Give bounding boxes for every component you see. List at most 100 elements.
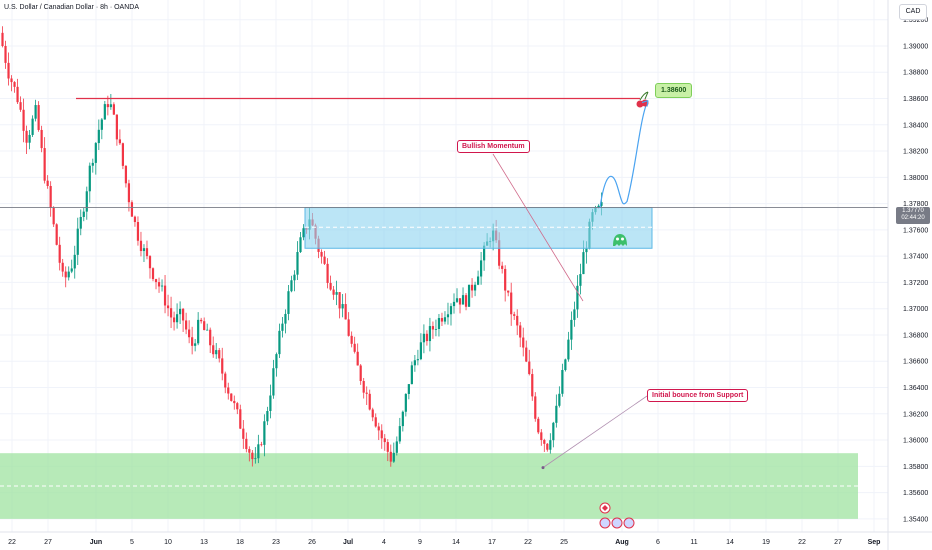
candle-body [67,271,70,278]
support-bounce-label[interactable]: Initial bounce from Support [647,389,749,402]
candle [425,330,429,346]
resistance-zone [304,207,653,249]
candle-body [227,387,230,394]
candle-body [326,263,329,283]
candle-body [549,440,552,450]
candle [377,422,380,441]
candle [561,363,564,397]
candle-body [82,211,85,217]
candle [278,323,281,359]
candle [215,342,218,359]
time-tick-label: 13 [200,539,208,546]
candle [28,129,31,150]
time-tick-label: Jul [343,539,353,546]
candle-body [341,304,344,309]
candle-body [215,350,218,355]
time-tick-label: Jun [90,539,102,546]
candle-body [169,308,173,318]
candle-body [136,222,140,241]
candle [73,245,76,279]
candle-body [10,78,13,83]
price-tick-label: 1.37000 [903,306,928,313]
price-tick-label: 1.35400 [903,516,928,523]
time-tick-label: 19 [762,539,770,546]
candle [191,326,194,355]
candle-body [151,268,155,280]
candle-body [513,314,516,316]
candle-body [157,282,161,287]
time-tick-label: 10 [164,539,172,546]
candle-body [254,458,257,460]
candle [230,393,233,402]
candle [576,275,579,318]
candle-body [166,305,170,309]
candle [302,224,305,241]
candle [172,311,176,331]
candle-body [573,309,576,320]
candle-body [570,319,573,340]
candle-body [100,119,103,130]
candle [142,244,146,263]
candle-body [28,134,31,143]
candle-body [600,202,603,206]
candle [531,368,534,401]
price-tick-label: 1.37200 [903,280,928,287]
candle [260,441,263,447]
price-tick-label: 1.36600 [903,359,928,366]
candle-body [410,365,413,385]
candle [272,359,275,399]
candle-body [431,326,435,330]
candle-body [73,254,76,269]
candle [461,287,465,305]
candle-body [79,216,82,229]
candle-body [76,228,79,255]
candle-body [19,102,22,110]
event-flags[interactable] [599,502,635,529]
candle [121,142,125,170]
candle [380,424,383,449]
candle [323,250,326,265]
candle [452,293,456,314]
candle-body [185,320,188,330]
candle [151,267,155,282]
symbol-title: U.S. Dollar / Canadian Dollar · 8h · OAN… [4,4,139,11]
candle-body [564,359,567,371]
candle-body [275,354,278,369]
candle [579,263,582,295]
bullish-momentum-label[interactable]: Bullish Momentum [457,140,530,153]
candle-body [248,449,251,453]
candle [513,311,516,320]
candle [160,279,164,292]
price-axis: 1.35400 1.35600 1.35800 1.36000 1.36200 1.364… [887,0,928,550]
candle [371,407,374,422]
candle-body [395,441,398,453]
time-tick-label: Aug [615,539,629,546]
target-price-label[interactable]: 1.38600 [655,83,693,98]
candle [103,100,106,120]
candle [40,125,43,153]
candle [416,349,419,366]
candle-body [567,339,570,360]
candle-body [257,444,260,459]
candle-body [70,268,73,272]
candle-body [133,216,137,223]
candle [251,450,254,467]
currency-selector[interactable]: CAD [899,4,927,20]
candle-body [525,347,528,362]
candle [386,439,389,462]
candle [16,78,19,105]
candle [567,331,570,362]
candle [257,434,260,464]
candle [136,216,140,246]
candle-body [209,329,212,346]
candle-body [296,252,299,275]
candle-body [458,298,462,305]
price-tick-label: 1.36000 [903,438,928,445]
candle [157,277,161,293]
candle [395,436,398,456]
candle [52,206,55,227]
candle [537,416,540,435]
candle-body [1,32,4,46]
current-price-badge: 1.37770 02:44:20 [896,207,930,224]
